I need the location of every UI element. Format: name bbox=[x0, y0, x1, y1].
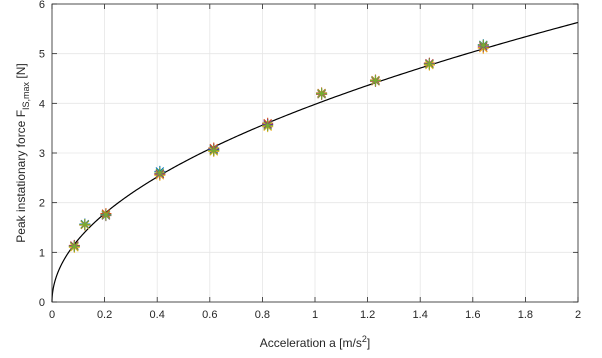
x-tick-label: 1.2 bbox=[360, 309, 375, 321]
y-axis-label-tail: [N] bbox=[14, 63, 28, 82]
x-tick-label: 1.4 bbox=[413, 309, 428, 321]
x-tick-label: 1 bbox=[312, 309, 318, 321]
data-point bbox=[79, 219, 91, 231]
fit-curve-layer bbox=[51, 21, 579, 303]
x-axis-label-tail: ] bbox=[367, 336, 370, 350]
y-tick-label: 5 bbox=[39, 49, 45, 61]
y-axis-label-sub: IS,max bbox=[21, 81, 31, 110]
y-axis-label-main: Peak instationary force F bbox=[14, 110, 28, 243]
y-tick-label: 4 bbox=[39, 98, 45, 110]
y-tick-labels: 0 1 2 3 4 5 6 bbox=[39, 0, 45, 309]
data-points-layer bbox=[68, 39, 489, 253]
data-point bbox=[423, 58, 435, 70]
x-axis-label-sup: 2 bbox=[362, 334, 367, 344]
fit-curve bbox=[51, 21, 579, 303]
x-tick-label: 2 bbox=[575, 309, 581, 321]
x-axis-label: Acceleration a [m/s2] bbox=[260, 334, 370, 350]
data-point bbox=[369, 74, 381, 86]
x-tick-labels: 0 0.2 0.4 0.6 0.8 1 1.2 1.4 1.6 1.8 2 bbox=[49, 309, 581, 321]
data-point bbox=[208, 145, 220, 157]
x-tick-label: 1.6 bbox=[465, 309, 480, 321]
y-axis-label: Peak instationary force FIS,max [N] bbox=[14, 63, 31, 242]
axes-box bbox=[51, 3, 579, 303]
data-point bbox=[316, 87, 328, 99]
y-tick-label: 2 bbox=[39, 198, 45, 210]
y-tick-label: 3 bbox=[39, 148, 45, 160]
x-tick-label: 0.6 bbox=[202, 309, 217, 321]
x-tick-label: 0.4 bbox=[150, 309, 165, 321]
data-point bbox=[154, 167, 166, 179]
y-tick-label: 6 bbox=[39, 0, 45, 11]
y-tick-label: 0 bbox=[39, 297, 45, 309]
x-tick-label: 1.8 bbox=[518, 309, 533, 321]
data-point bbox=[262, 120, 274, 132]
y-tick-label: 1 bbox=[39, 247, 45, 259]
x-tick-label: 0.8 bbox=[255, 309, 270, 321]
data-point bbox=[477, 39, 489, 51]
data-point bbox=[68, 240, 80, 252]
x-axis-label-main: Acceleration a [m/s bbox=[260, 336, 362, 350]
data-point bbox=[100, 209, 112, 221]
x-tick-label: 0 bbox=[49, 309, 55, 321]
series-4 bbox=[68, 39, 489, 252]
x-tick-label: 0.2 bbox=[97, 309, 112, 321]
